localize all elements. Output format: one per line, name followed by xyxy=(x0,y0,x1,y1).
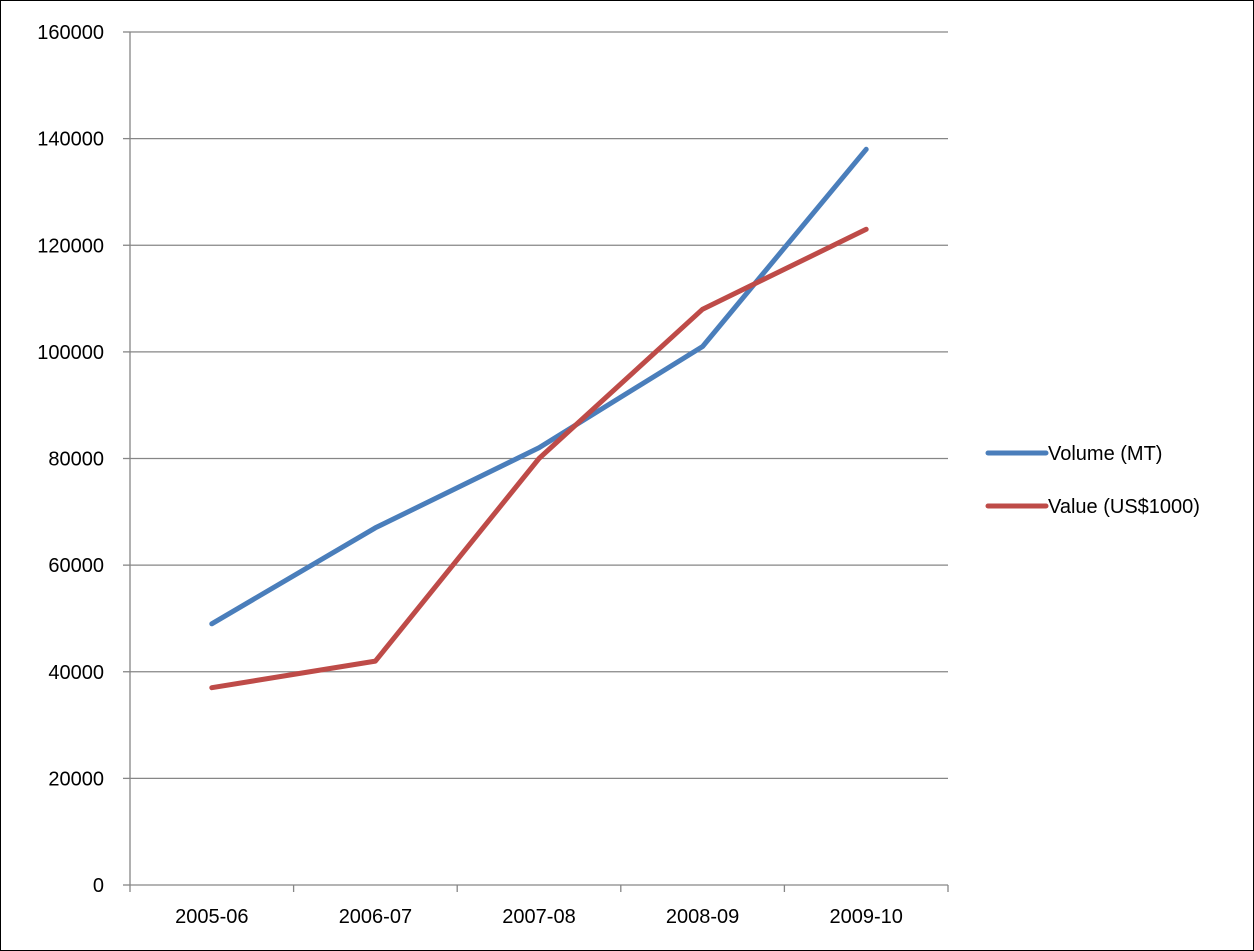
y-tick-label: 160000 xyxy=(37,22,104,44)
x-tick-label: 2009-10 xyxy=(829,906,902,928)
y-tick-label: 0 xyxy=(93,875,104,897)
y-tick-label: 20000 xyxy=(48,768,104,790)
axes xyxy=(123,31,949,892)
y-axis-tick-labels: 0 20000 40000 60000 80000 100000 120000 140000 1… xyxy=(37,22,104,897)
legend: Volume (MT) Value (US$1000) xyxy=(985,443,1200,518)
y-tick-label: 140000 xyxy=(37,129,104,151)
y-tick-label: 80000 xyxy=(48,449,104,471)
x-tick-label: 2007-08 xyxy=(502,906,575,928)
legend-label: Volume (MT) xyxy=(1048,443,1162,465)
x-axis-tick-labels: 2005-06 2006-07 2007-08 2008-09 2009-10 xyxy=(175,906,903,928)
x-tick-label: 2005-06 xyxy=(175,906,248,928)
x-tick-label: 2008-09 xyxy=(666,906,739,928)
y-tick-label: 60000 xyxy=(48,555,104,577)
x-tick-label: 2006-07 xyxy=(339,906,412,928)
series-lines xyxy=(209,146,869,691)
legend-label: Value (US$1000) xyxy=(1048,496,1200,518)
y-tick-label: 100000 xyxy=(37,342,104,364)
series-line-value xyxy=(209,226,869,691)
gridlines xyxy=(130,31,948,780)
series-line-volume xyxy=(209,146,869,627)
y-tick-label: 40000 xyxy=(48,662,104,684)
y-tick-label: 120000 xyxy=(37,235,104,257)
